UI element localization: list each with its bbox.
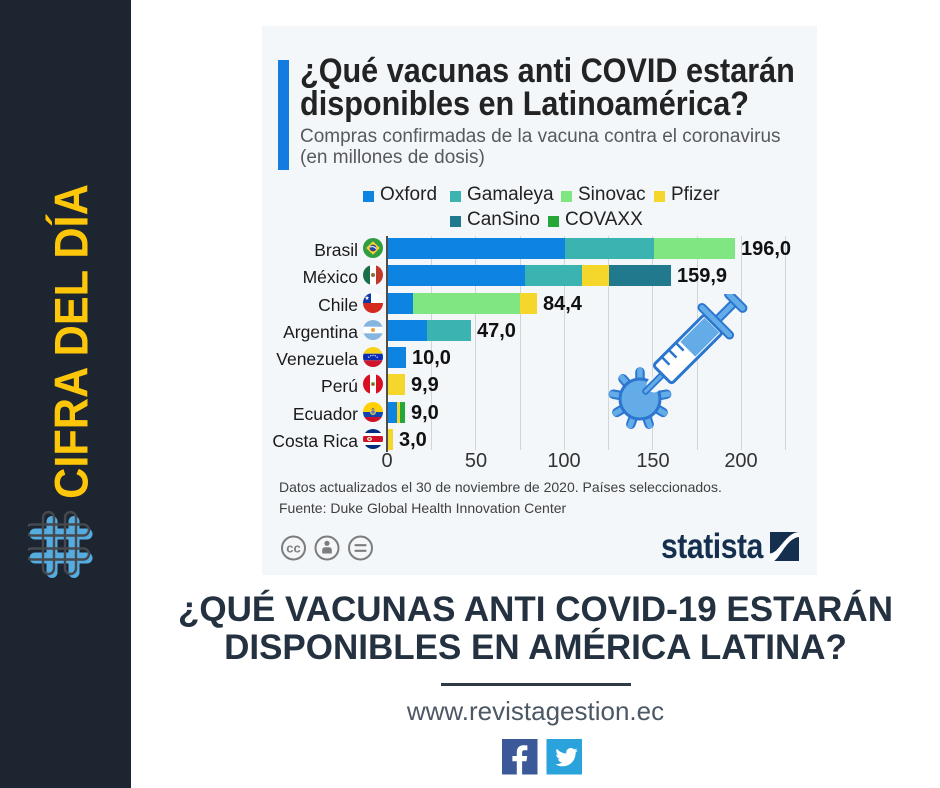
- svg-text:cc: cc: [286, 541, 300, 556]
